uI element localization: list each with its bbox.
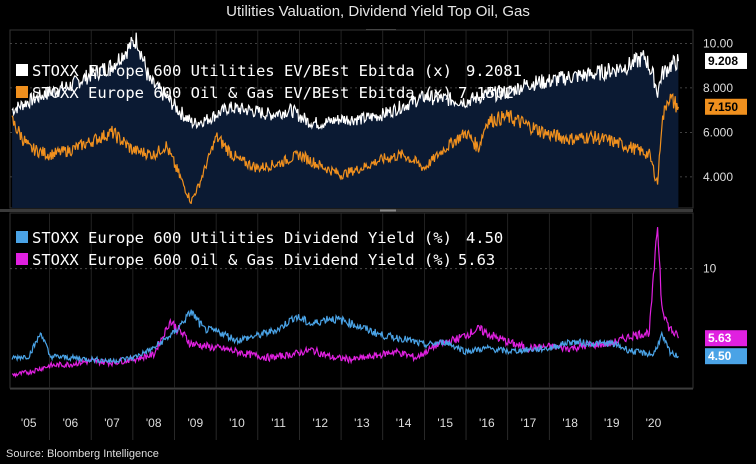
utilities-yield-line [11,309,679,365]
utilities-yield-badge [705,348,747,365]
source-note: Source: Bloomberg Intelligence [6,448,159,460]
x-tick-label: '19 [604,416,620,430]
x-tick-label: '06 [63,416,79,430]
x-tick-label: '13 [354,416,370,430]
x-tick-label: '17 [521,416,537,430]
bottom-y-tick-label: 10 [703,262,717,276]
utilities-ev-badge-text: 9.208 [708,54,738,68]
top-panel-ev-ebitda: 4.000 6.000 8.000 10.00 9.208 7.150 [9,29,747,209]
legend-swatch-oil-gas-ev [16,86,28,98]
chart-title: Utilities Valuation, Dividend Yield Top … [226,3,530,20]
bottom-panel-dividend-yield: 10 5.63 4.50 [9,212,747,389]
top-y-tick-label: 4.000 [703,170,733,184]
panel-resize-handle[interactable] [0,209,693,212]
legends: STOXX Europe 600 Utilities EV/BEst Ebitd… [16,62,522,269]
oil-gas-ev-badge-text: 7.150 [708,100,738,114]
legend-utilities-ev: STOXX Europe 600 Utilities EV/BEst Ebitd… [32,62,522,80]
oil-gas-yield-line [12,227,679,379]
utilities-yield-badge-text: 4.50 [708,349,732,363]
x-tick-label: '07 [104,416,120,430]
legend-oil-gas-ev: STOXX Europe 600 Oil & Gas EV/BEst Ebitd… [32,84,514,102]
legend-swatch-oil-gas-yield [16,253,28,265]
top-y-tick-label: 8.000 [703,81,733,95]
utilities-ev-area [12,32,679,208]
resize-grip-icon [380,209,396,212]
legend-utilities-yield: STOXX Europe 600 Utilities Dividend Yiel… [32,229,503,247]
utilities-ev-line [11,32,679,130]
oil-gas-ev-badge [705,98,747,115]
x-tick-label: '11 [271,416,286,430]
x-tick-label: '05 [21,416,37,430]
legend-swatch-utilities-yield [16,231,28,243]
x-tick-label: '09 [188,416,204,430]
utilities-ev-badge [705,52,747,69]
oil-gas-yield-badge-text: 5.63 [708,331,732,345]
top-y-tick-label: 10.00 [703,36,733,50]
x-axis: '05 '06 '07 '08 '09 '10 '11 '12 '13 '14 '15 '16 '17 '… [10,388,693,440]
x-tick-label: '12 [312,416,328,430]
x-tick-label: '16 [479,416,495,430]
oil-gas-ev-line [11,93,679,205]
x-tick-label: '18 [562,416,578,430]
x-tick-label: '20 [646,416,662,430]
top-y-tick-label: 6.000 [703,125,733,139]
panel-divider[interactable] [0,209,693,212]
oil-gas-yield-badge [705,330,747,347]
x-tick-label: '10 [229,416,245,430]
x-tick-label: '15 [437,416,453,430]
legend-swatch-utilities-ev [16,64,28,76]
x-tick-label: '14 [396,416,412,430]
x-tick-label: '08 [146,416,162,430]
legend-oil-gas-yield: STOXX Europe 600 Oil & Gas Dividend Yiel… [32,251,495,269]
